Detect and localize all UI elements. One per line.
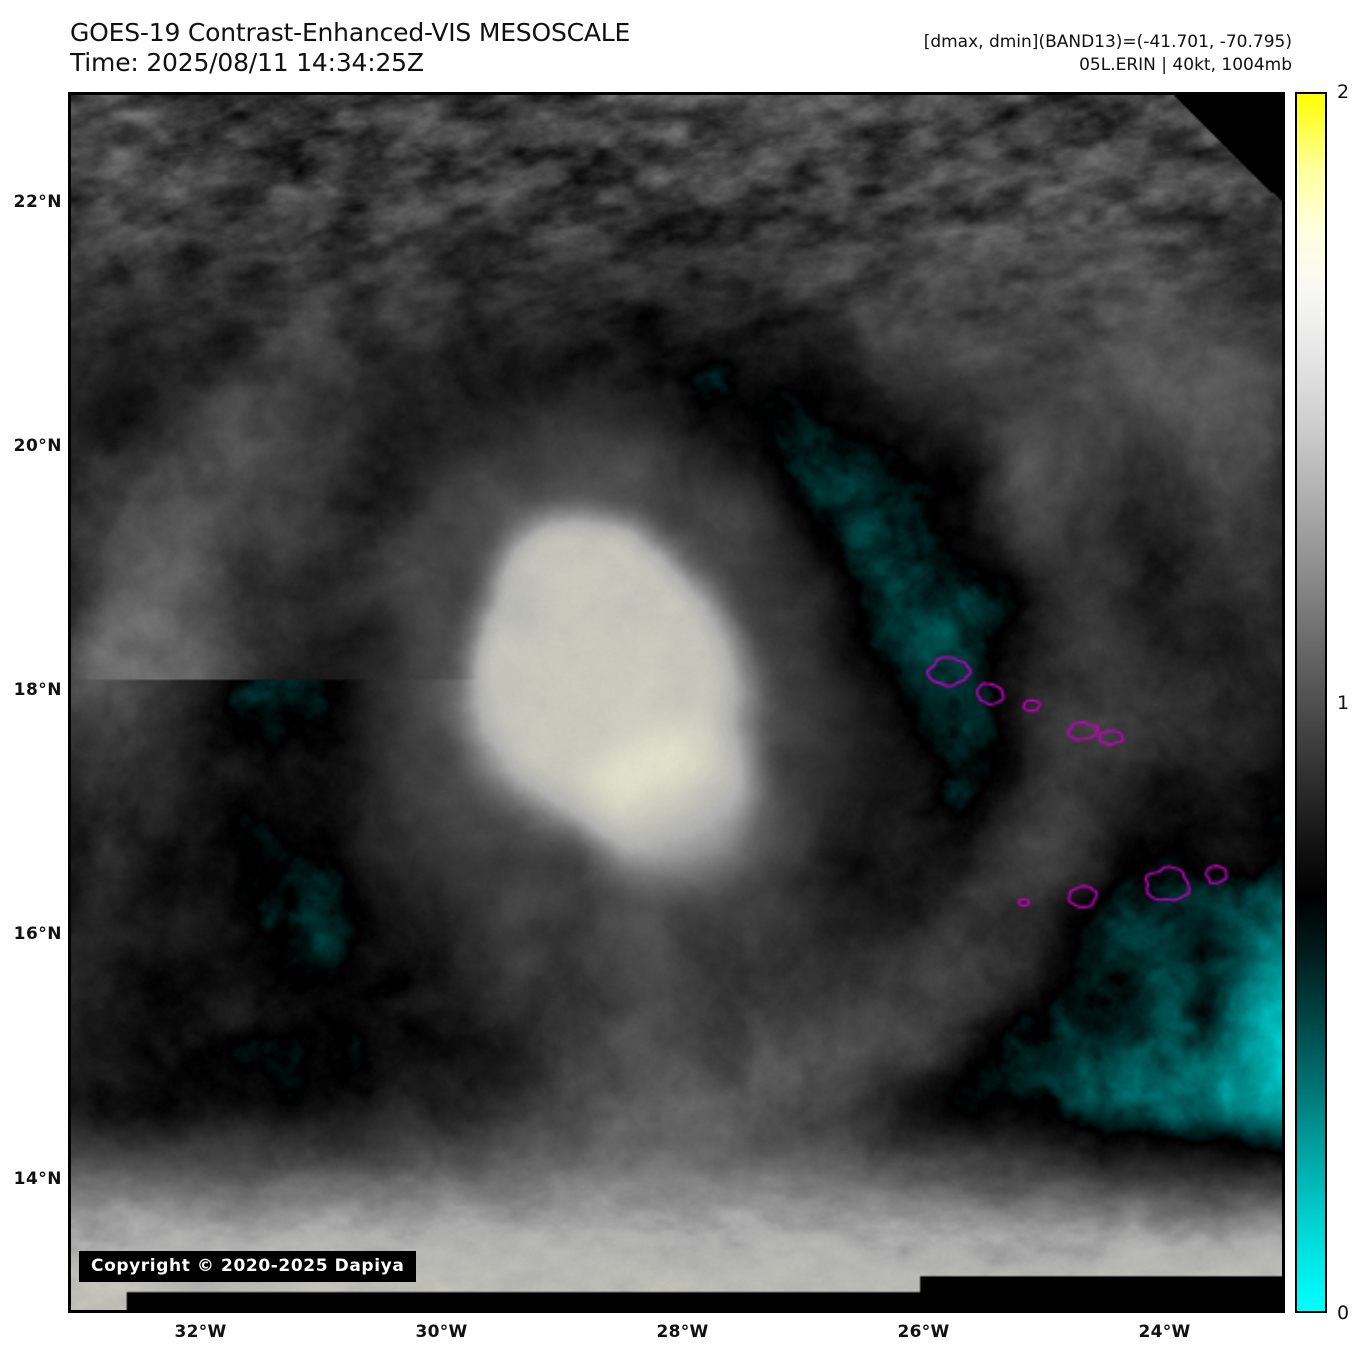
copyright-watermark: Copyright © 2020-2025 Dapiya	[79, 1251, 417, 1282]
colorbar-tick-label: 1	[1337, 691, 1350, 714]
colorbar-gradient	[1295, 92, 1327, 1313]
satellite-imagery-canvas	[71, 95, 1282, 1310]
lat-tick-label: 18°N	[13, 680, 62, 701]
lat-tick-label: 20°N	[13, 436, 62, 457]
page-title: GOES-19 Contrast-Enhanced-VIS MESOSCALE	[70, 18, 631, 47]
colorbar[interactable]	[1295, 92, 1327, 1313]
lat-tick-label: 22°N	[13, 191, 62, 212]
storm-info-label: 05L.ERIN | 40kt, 1004mb	[1079, 55, 1292, 75]
lon-tick-label: 32°W	[174, 1322, 227, 1342]
lat-tick-label: 16°N	[13, 924, 62, 945]
metadata-block: [dmax, dmin](BAND13)=(-41.701, -70.795) …	[924, 31, 1292, 77]
timestamp-label: Time: 2025/08/11 14:34:25Z	[70, 48, 424, 77]
header: GOES-19 Contrast-Enhanced-VIS MESOSCALE …	[0, 0, 1364, 92]
title-block: GOES-19 Contrast-Enhanced-VIS MESOSCALE …	[70, 18, 630, 78]
dmax-dmin-label: [dmax, dmin](BAND13)=(-41.701, -70.795)	[923, 32, 1292, 52]
lon-tick-label: 26°W	[897, 1322, 950, 1342]
colorbar-tick-label: 2	[1337, 81, 1350, 103]
satellite-image-panel[interactable]: Copyright © 2020-2025 Dapiya	[68, 92, 1285, 1313]
lon-tick-label: 30°W	[415, 1322, 468, 1342]
lat-tick-label: 14°N	[13, 1168, 62, 1189]
lon-tick-label: 24°W	[1138, 1322, 1191, 1342]
lon-tick-label: 28°W	[656, 1322, 709, 1342]
colorbar-tick-label: 0	[1337, 1302, 1350, 1324]
